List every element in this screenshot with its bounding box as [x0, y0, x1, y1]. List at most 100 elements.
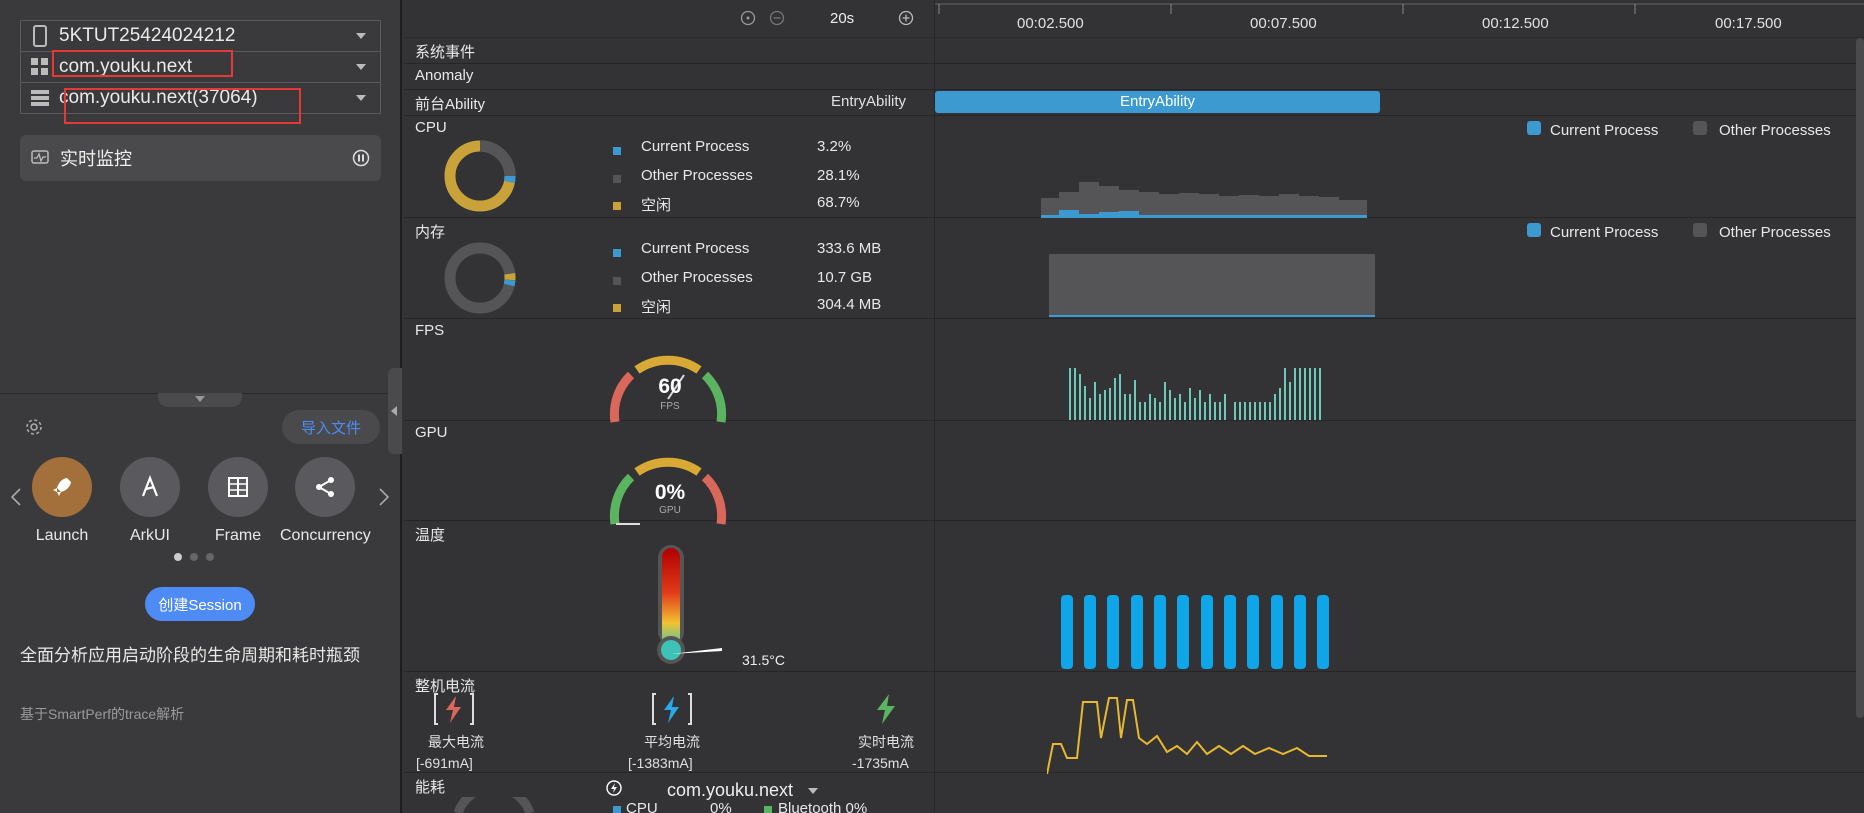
import-file-button[interactable]: 导入文件: [282, 410, 380, 444]
device-select[interactable]: 5KTUT25424024212: [20, 20, 381, 52]
legend-swatch: [613, 147, 621, 155]
time-tick: 00:07.500: [1250, 15, 1317, 32]
memory-item-value: 333.6 MB: [817, 240, 882, 257]
row-cpu[interactable]: CPU Current Process 3.2% Other Processes…: [404, 116, 1864, 218]
chevron-left-icon[interactable]: [10, 487, 22, 512]
chevron-down-icon[interactable]: [356, 64, 366, 70]
legend-swatch: [613, 175, 621, 183]
energy-bolt-icon: [606, 780, 622, 801]
app-select[interactable]: com.youku.next: [20, 51, 381, 83]
share-nodes-icon: [295, 457, 355, 517]
energy-cpu-label: CPU: [626, 800, 658, 813]
realtime-monitor-bar[interactable]: 实时监控: [20, 135, 381, 181]
monitor-icon: [20, 150, 60, 166]
time-tick: 00:12.500: [1482, 15, 1549, 32]
chart-legend: Other Processes: [1719, 224, 1831, 241]
fps-value: 60: [658, 375, 682, 398]
time-tick: 00:02.500: [1017, 15, 1084, 32]
fps-chart: [1069, 368, 1321, 420]
memory-item-name: 空闲: [641, 299, 672, 316]
memory-donut: [444, 242, 516, 314]
memory-chart-area: [1049, 254, 1375, 317]
row-gpu[interactable]: GPU 0% GPU: [404, 421, 1864, 525]
page-dot[interactable]: [190, 553, 198, 561]
create-session-button[interactable]: 创建Session: [145, 587, 255, 621]
row-label: Anomaly: [415, 67, 474, 84]
chevron-right-icon[interactable]: [378, 487, 390, 512]
chevron-down-icon[interactable]: [808, 788, 818, 794]
row-temperature[interactable]: 温度 31.5°C: [404, 521, 1864, 672]
row-memory[interactable]: 内存 Current Process 333.6 MB Other Proces…: [404, 218, 1864, 319]
side-collapse-handle[interactable]: [388, 368, 402, 454]
zoom-in-icon[interactable]: [898, 10, 914, 31]
energy-app-name: com.youku.next: [667, 780, 794, 800]
tool-concurrency[interactable]: Concurrency: [280, 457, 371, 545]
max-current-value: [-691mA]: [416, 755, 473, 771]
legend-swatch: [613, 806, 621, 813]
row-label: 能耗: [415, 779, 446, 796]
row-current[interactable]: 整机电流 最大电流 [-691mA] 平均电流 [-1383mA] 实时电流 -…: [404, 672, 1864, 774]
temperature-chart: [1061, 595, 1329, 669]
row-label: FPS: [415, 322, 445, 339]
temperature-value: 31.5°C: [742, 652, 785, 668]
tool-label: ArkUI: [130, 527, 170, 544]
rocket-icon: [32, 457, 92, 517]
monitor-label: 实时监控: [60, 149, 132, 169]
gpu-unit: GPU: [659, 505, 681, 516]
time-ruler: [935, 3, 1864, 14]
page-dot[interactable]: [206, 553, 214, 561]
row-fps[interactable]: FPS 60 FPS: [404, 319, 1864, 423]
max-current-icon: [434, 692, 474, 731]
arkui-icon: [120, 457, 180, 517]
max-current-label: 最大电流: [428, 734, 484, 750]
tool-frame[interactable]: Frame: [193, 457, 283, 545]
time-tick: 00:17.500: [1715, 15, 1782, 32]
legend-swatch: [613, 304, 621, 312]
chevron-down-icon[interactable]: [356, 95, 366, 101]
highlight-box: [52, 50, 233, 77]
row-foreground-ability[interactable]: 前台Ability EntryAbility EntryAbility: [404, 90, 1864, 116]
cpu-item-value: 68.7%: [817, 194, 860, 211]
chevron-down-icon[interactable]: [356, 33, 366, 39]
cpu-item-value: 3.2%: [817, 138, 852, 155]
row-system-events[interactable]: 系统事件: [404, 38, 1864, 64]
tool-label: Frame: [214, 527, 262, 544]
row-label: 系统事件: [415, 44, 476, 61]
legend-swatch: [1527, 223, 1541, 237]
gear-icon[interactable]: [24, 417, 44, 442]
ability-bar[interactable]: EntryAbility: [935, 91, 1380, 113]
zoom-out-icon[interactable]: [769, 10, 785, 31]
tool-description: 全面分析应用启动阶段的生命周期和耗时瓶颈: [20, 646, 360, 665]
apps-icon: [21, 57, 59, 77]
memory-item-name: Other Processes: [641, 269, 753, 286]
row-energy[interactable]: 能耗 com.youku.next CPU 0% Bluetooth 0%: [404, 773, 1864, 813]
row-anomaly[interactable]: Anomaly: [404, 64, 1864, 90]
current-chart: [1047, 697, 1327, 774]
legend-swatch: [613, 249, 621, 257]
reset-zoom-icon[interactable]: [740, 10, 756, 31]
app-package: com.youku.next: [59, 56, 193, 77]
energy-donut: [454, 797, 534, 813]
energy-bluetooth: Bluetooth 0%: [778, 800, 868, 813]
tool-subdescription: 基于SmartPerf的trace解析: [20, 706, 185, 722]
fps-unit: FPS: [660, 401, 680, 412]
legend-swatch: [1693, 223, 1707, 237]
legend-swatch: [613, 202, 621, 210]
tool-launch[interactable]: Launch: [17, 457, 107, 545]
memory-item-name: Current Process: [641, 240, 750, 257]
cpu-item-name: Current Process: [641, 138, 750, 155]
row-label: 温度: [415, 527, 446, 544]
process-select[interactable]: com.youku.next(37064): [20, 82, 381, 114]
chart-legend: Current Process: [1550, 224, 1659, 241]
legend-swatch: [1693, 121, 1707, 135]
avg-current-value: [-1383mA]: [628, 755, 693, 771]
page-dot-active[interactable]: [174, 553, 182, 561]
timeline-panel: 20s 00:02.500 00:07.500 00:12.500 00:17.…: [404, 0, 1864, 813]
vertical-scrollbar[interactable]: [1856, 38, 1864, 718]
tool-arkui[interactable]: ArkUI: [105, 457, 195, 545]
chart-legend: Current Process: [1550, 122, 1659, 139]
pause-icon[interactable]: [341, 149, 381, 167]
legend-swatch: [1527, 121, 1541, 135]
collapse-handle[interactable]: [158, 393, 242, 407]
avg-current-icon: [652, 692, 692, 731]
